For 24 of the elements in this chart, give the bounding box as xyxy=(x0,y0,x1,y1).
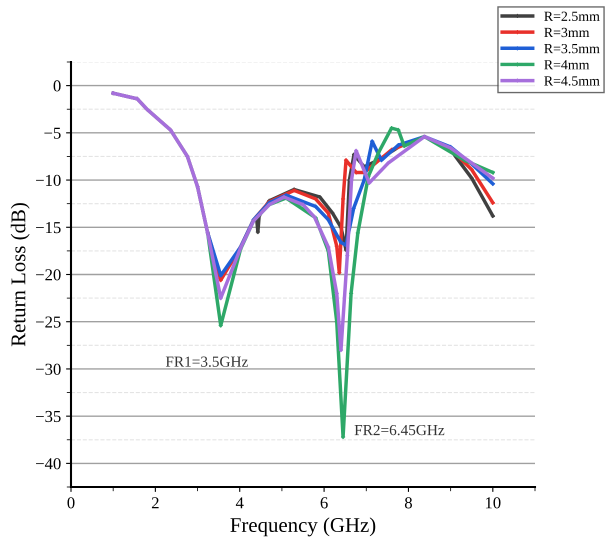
legend-label: R=4mm xyxy=(544,60,590,70)
y-axis-title: Return Loss (dB) xyxy=(10,203,30,346)
annotation: FR2=6.45GHz xyxy=(354,424,444,436)
y-tick-label: −20 xyxy=(36,269,61,280)
legend-label: R=3mm xyxy=(544,28,590,38)
x-tick-label: 4 xyxy=(236,497,244,508)
y-tick-label: −30 xyxy=(36,364,61,375)
y-tick-label: −10 xyxy=(36,174,61,186)
y-tick-label: −5 xyxy=(44,128,61,139)
annotation: FR1=3.5GHz xyxy=(166,356,248,367)
y-tick-label: −40 xyxy=(36,458,61,470)
legend-label: R=2.5mm xyxy=(544,12,600,22)
x-tick-label: 10 xyxy=(486,497,501,508)
y-tick-label: −15 xyxy=(36,222,61,234)
x-axis-title: Frequency (GHz) xyxy=(230,517,376,536)
y-tick-label: 0 xyxy=(54,80,61,92)
y-tick-label: −35 xyxy=(36,410,61,422)
legend-label: R=3.5mm xyxy=(544,44,600,54)
legend-label: R=4.5mm xyxy=(544,76,600,86)
x-tick-label: 2 xyxy=(152,497,159,508)
y-tick-label: −25 xyxy=(36,316,61,328)
x-tick-label: 8 xyxy=(404,497,412,508)
x-tick-label: 0 xyxy=(67,497,75,508)
x-tick-label: 6 xyxy=(320,497,328,508)
